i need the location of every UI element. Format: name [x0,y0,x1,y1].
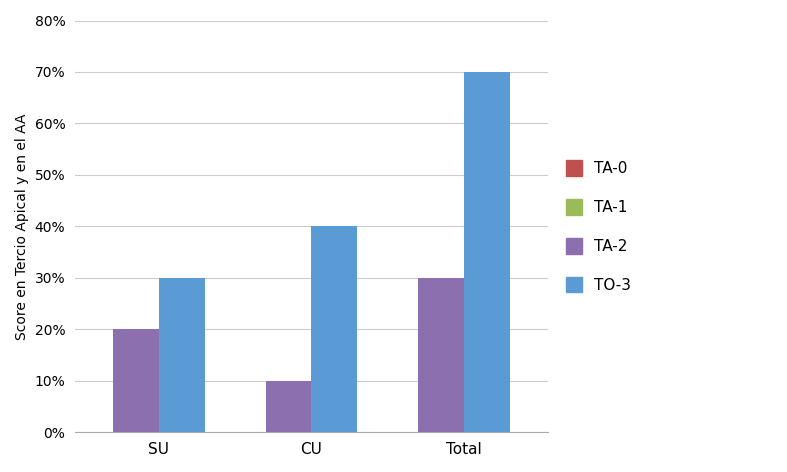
Bar [418,278,464,432]
Bar [159,278,205,432]
Bar [113,329,159,432]
Legend: TA-0, TA-1, TA-2, TO-3: TA-0, TA-1, TA-2, TO-3 [560,154,637,299]
Bar [266,381,312,432]
Bar [464,72,510,432]
Bar [312,227,357,432]
Y-axis label: Score en Tercio Apical y en el AA: Score en Tercio Apical y en el AA [15,113,29,340]
